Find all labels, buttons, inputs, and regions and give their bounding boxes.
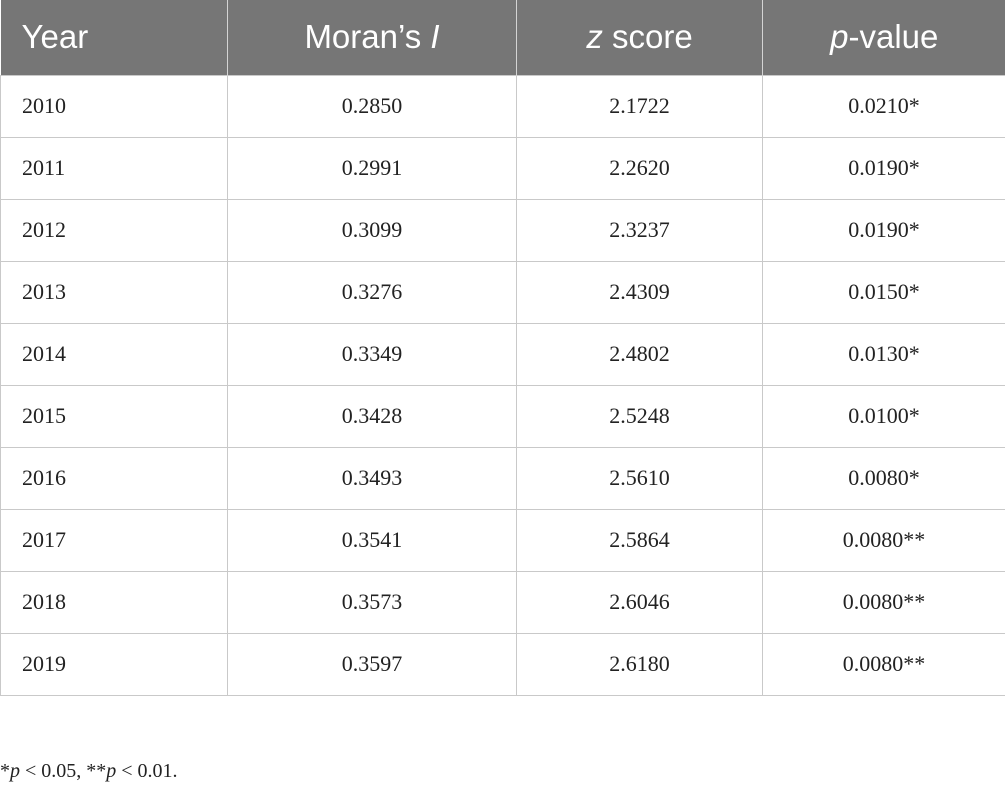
cell-z-score: 2.5610 (516, 446, 763, 510)
cell-year: 2018 (0, 570, 228, 634)
cell-morans-i: 0.2991 (227, 136, 517, 200)
cell-p-value: 0.0080* (762, 446, 1005, 510)
cell-morans-i: 0.2850 (227, 74, 517, 138)
cell-z-score: 2.6046 (516, 570, 763, 634)
cell-morans-i: 0.3349 (227, 322, 517, 386)
footnote-p-symbol: p (106, 760, 117, 782)
footnote-p-symbol: p (10, 760, 20, 782)
cell-p-value: 0.0190* (762, 198, 1005, 262)
cell-z-score: 2.6180 (516, 632, 763, 696)
cell-year: 2011 (0, 136, 228, 200)
table-row: 2016 0.3493 2.5610 0.0080* (0, 446, 1005, 510)
header-row: Year Moran’s I z score p-value (0, 0, 1005, 75)
header-morans-i: Moran’s I (227, 0, 517, 75)
cell-z-score: 2.4802 (516, 322, 763, 386)
cell-p-value: 0.0210* (762, 74, 1005, 138)
table-row: 2014 0.3349 2.4802 0.0130* (0, 322, 1005, 386)
cell-year: 2016 (0, 446, 228, 510)
cell-year: 2014 (0, 322, 228, 386)
cell-p-value: 0.0080** (762, 632, 1005, 696)
statistics-table: Year Moran’s I z score p-value 2010 0.28… (0, 0, 1005, 696)
header-z-score: z score (516, 0, 763, 75)
cell-year: 2012 (0, 198, 228, 262)
cell-z-score: 2.4309 (516, 260, 763, 324)
table-row: 2017 0.3541 2.5864 0.0080** (0, 508, 1005, 572)
cell-z-score: 2.5864 (516, 508, 763, 572)
cell-year: 2010 (0, 74, 228, 138)
header-z-italic: z (586, 18, 603, 56)
footnote-threshold-005: < 0.05, (20, 760, 87, 782)
cell-p-value: 0.0190* (762, 136, 1005, 200)
table-row: 2012 0.3099 2.3237 0.0190* (0, 198, 1005, 262)
cell-morans-i: 0.3541 (227, 508, 517, 572)
table-row: 2015 0.3428 2.5248 0.0100* (0, 384, 1005, 448)
cell-year: 2015 (0, 384, 228, 448)
table-row: 2019 0.3597 2.6180 0.0080** (0, 632, 1005, 696)
cell-year: 2017 (0, 508, 228, 572)
cell-year: 2013 (0, 260, 228, 324)
cell-p-value: 0.0130* (762, 322, 1005, 386)
cell-z-score: 2.3237 (516, 198, 763, 262)
table-row: 2013 0.3276 2.4309 0.0150* (0, 260, 1005, 324)
header-z-suffix: score (602, 18, 693, 56)
footnote-star-single: * (0, 760, 10, 782)
table-header: Year Moran’s I z score p-value (0, 0, 1005, 75)
cell-morans-i: 0.3276 (227, 260, 517, 324)
header-year: Year (0, 0, 228, 75)
header-moran-italic: I (430, 18, 440, 56)
footnote-star-double: ** (86, 760, 107, 782)
header-p-italic: p (830, 18, 849, 56)
cell-morans-i: 0.3493 (227, 446, 517, 510)
cell-morans-i: 0.3597 (227, 632, 517, 696)
table-row: 2018 0.3573 2.6046 0.0080** (0, 570, 1005, 634)
table-row: 2011 0.2991 2.2620 0.0190* (0, 136, 1005, 200)
cell-morans-i: 0.3099 (227, 198, 517, 262)
table-footnote: *p < 0.05, **p < 0.01. (0, 760, 178, 783)
cell-p-value: 0.0150* (762, 260, 1005, 324)
header-moran-prefix: Moran’s (304, 18, 431, 56)
footnote-threshold-001: < 0.01. (116, 760, 178, 782)
header-p-suffix: -value (848, 18, 939, 56)
cell-p-value: 0.0080** (762, 508, 1005, 572)
cell-p-value: 0.0100* (762, 384, 1005, 448)
cell-z-score: 2.2620 (516, 136, 763, 200)
cell-year: 2019 (0, 632, 228, 696)
table-body: 2010 0.2850 2.1722 0.0210* 2011 0.2991 2… (0, 74, 1005, 696)
header-p-value: p-value (762, 0, 1005, 75)
cell-z-score: 2.5248 (516, 384, 763, 448)
header-year-label: Year (21, 18, 89, 56)
cell-morans-i: 0.3573 (227, 570, 517, 634)
cell-p-value: 0.0080** (762, 570, 1005, 634)
table-row: 2010 0.2850 2.1722 0.0210* (0, 74, 1005, 138)
cell-z-score: 2.1722 (516, 74, 763, 138)
cell-morans-i: 0.3428 (227, 384, 517, 448)
